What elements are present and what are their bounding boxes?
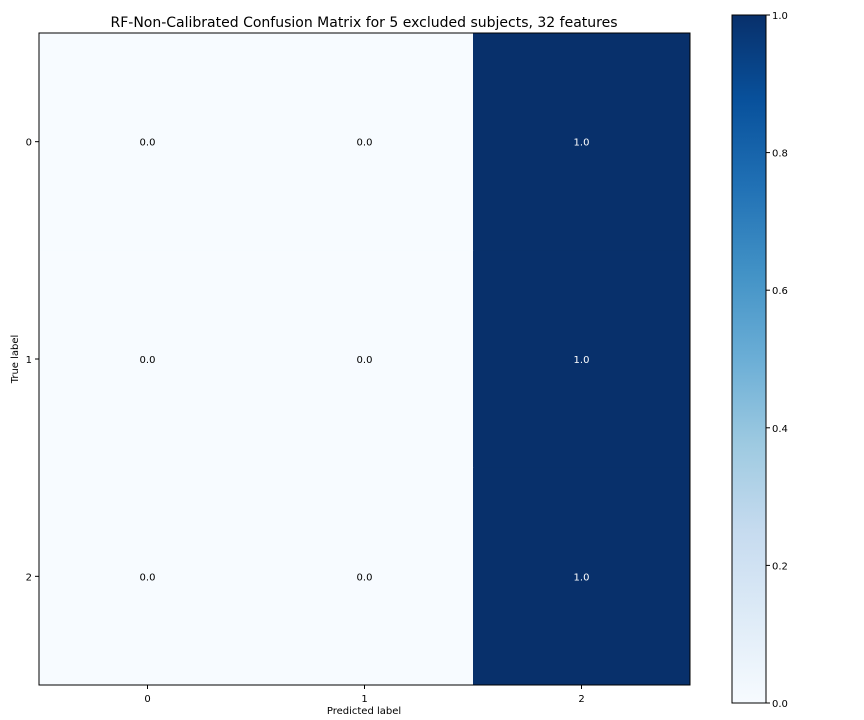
colorbar-tick-label: 1.0: [772, 11, 788, 22]
y-tick-label: 1: [26, 355, 32, 366]
x-axis-ticks: 0 1 2: [144, 685, 585, 705]
cell-value-label: 0.0: [357, 572, 373, 583]
colorbar-tick-label: 0.2: [772, 561, 788, 572]
heatmap-cell-labels: 0.0 0.0 1.0 0.0 0.0 1.0 0.0 0.0 1.0: [140, 138, 590, 584]
cell-value-label: 0.0: [140, 572, 156, 583]
x-axis-label: Predicted label: [327, 706, 401, 717]
heatmap-cell: [473, 250, 691, 469]
y-tick-label: 0: [26, 138, 32, 149]
cell-value-label: 0.0: [140, 355, 156, 366]
y-tick-label: 2: [26, 572, 32, 583]
cell-value-label: 0.0: [140, 138, 156, 149]
cell-value-label: 1.0: [574, 138, 590, 149]
heatmap-cell: [473, 467, 691, 686]
heatmap-cell: [39, 33, 257, 251]
heatmap-cell: [256, 250, 474, 469]
x-tick-label: 2: [578, 694, 584, 705]
cell-value-label: 0.0: [357, 138, 373, 149]
cell-value-label: 0.0: [357, 355, 373, 366]
cell-value-label: 1.0: [574, 572, 590, 583]
heatmap-cells: [39, 33, 691, 686]
y-axis-ticks: 0 1 2: [26, 138, 39, 583]
cell-value-label: 1.0: [574, 355, 590, 366]
heatmap-cell: [39, 467, 257, 686]
x-tick-label: 1: [361, 694, 367, 705]
colorbar-ticks: 0.0 0.2 0.4 0.6 0.8 1.0: [766, 11, 788, 710]
x-tick-label: 0: [144, 694, 150, 705]
heatmap-cell: [39, 250, 257, 469]
heatmap-cell: [256, 33, 474, 251]
colorbar-tick-label: 0.0: [772, 699, 788, 710]
colorbar: [731, 14, 767, 704]
colorbar-tick-label: 0.8: [772, 149, 788, 160]
chart-title: RF-Non-Calibrated Confusion Matrix for 5…: [110, 15, 617, 31]
heatmap-cell: [256, 467, 474, 686]
colorbar-tick-label: 0.4: [772, 424, 788, 435]
y-axis-label: True label: [10, 335, 21, 385]
colorbar-tick-label: 0.6: [772, 286, 788, 297]
heatmap-cell: [473, 33, 691, 251]
